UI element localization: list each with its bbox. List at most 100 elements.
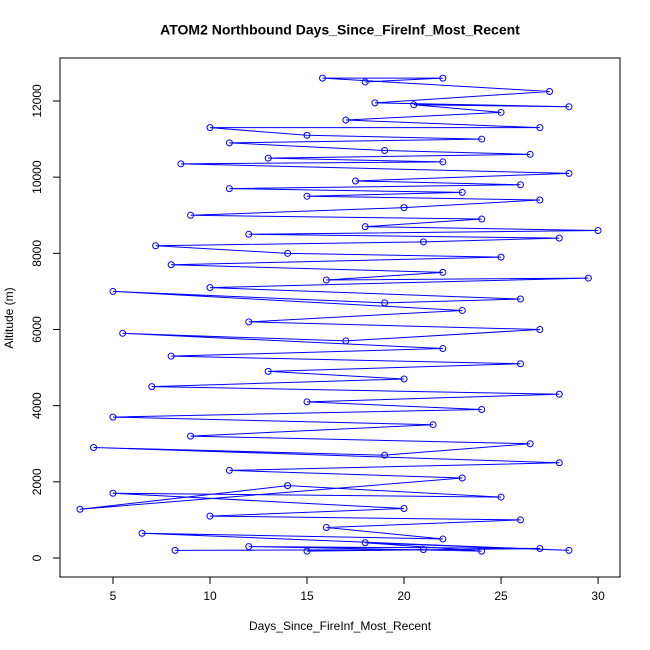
point (167, 352, 175, 360)
point (90, 444, 98, 452)
x-tick-label: 5 (110, 589, 117, 603)
point (516, 295, 524, 303)
point (352, 177, 360, 185)
point (400, 375, 408, 383)
point (478, 215, 486, 223)
y-tick-label: 0 (30, 554, 44, 561)
point (594, 226, 602, 234)
point (478, 405, 486, 413)
point (381, 147, 389, 155)
point (361, 539, 369, 547)
point (303, 398, 311, 406)
point (584, 274, 592, 282)
x-tick-label: 15 (300, 589, 314, 603)
chart-title: ATOM2 Northbound Days_Since_FireInf_Most… (160, 22, 520, 38)
point (225, 466, 233, 474)
point (342, 116, 350, 124)
point (565, 103, 573, 111)
point (536, 544, 544, 552)
point (284, 482, 292, 490)
point (206, 284, 214, 292)
point (536, 196, 544, 204)
point (410, 101, 418, 109)
point (381, 299, 389, 307)
point (555, 459, 563, 467)
point (245, 543, 253, 551)
point (167, 261, 175, 269)
x-axis-label: Days_Since_FireInf_Most_Recent (249, 619, 432, 633)
point (429, 421, 437, 429)
point (187, 432, 195, 440)
x-tick-label: 10 (203, 589, 217, 603)
point (478, 547, 486, 555)
point (516, 360, 524, 368)
point (303, 547, 311, 555)
point (303, 192, 311, 200)
point (206, 124, 214, 132)
point (536, 325, 544, 333)
point (206, 512, 214, 520)
point (555, 234, 563, 242)
point (245, 318, 253, 326)
point (109, 489, 117, 497)
point (319, 74, 327, 82)
point (148, 383, 156, 391)
point (526, 150, 534, 158)
x-tick-label: 30 (591, 589, 605, 603)
point (342, 337, 350, 345)
point (138, 529, 146, 537)
point (555, 390, 563, 398)
point (439, 268, 447, 276)
point (171, 546, 179, 554)
point (565, 546, 573, 554)
point (497, 253, 505, 261)
point (497, 108, 505, 116)
point (109, 287, 117, 295)
point (516, 181, 524, 189)
point (225, 139, 233, 147)
point (400, 204, 408, 212)
y-tick-label: 2000 (30, 468, 44, 495)
point (187, 211, 195, 219)
y-tick-label: 8000 (30, 240, 44, 267)
point (439, 345, 447, 353)
x-tick-label: 20 (397, 589, 411, 603)
point (381, 451, 389, 459)
point (152, 242, 160, 250)
y-tick-label: 12000 (30, 84, 44, 118)
point (400, 504, 408, 512)
point (439, 74, 447, 82)
point (546, 87, 554, 95)
point (458, 306, 466, 314)
y-axis-label: Altitude (m) (2, 287, 16, 348)
point (419, 238, 427, 246)
y-tick-label: 10000 (30, 160, 44, 194)
point (264, 367, 272, 375)
point (478, 135, 486, 143)
y-tick-label: 4000 (30, 392, 44, 419)
point (245, 230, 253, 238)
series-line (79, 77, 599, 552)
point (284, 249, 292, 257)
point (565, 169, 573, 177)
point (264, 154, 272, 162)
point (322, 524, 330, 532)
point (497, 493, 505, 501)
y-tick-label: 6000 (30, 316, 44, 343)
point (458, 188, 466, 196)
point (526, 440, 534, 448)
point (303, 131, 311, 139)
point (361, 223, 369, 231)
point (322, 276, 330, 284)
point (361, 78, 369, 86)
x-tick-label: 25 (494, 589, 508, 603)
point (76, 505, 84, 513)
point (225, 185, 233, 193)
point (419, 546, 427, 554)
point (458, 474, 466, 482)
point (109, 413, 117, 421)
point (177, 160, 185, 168)
point (536, 124, 544, 132)
